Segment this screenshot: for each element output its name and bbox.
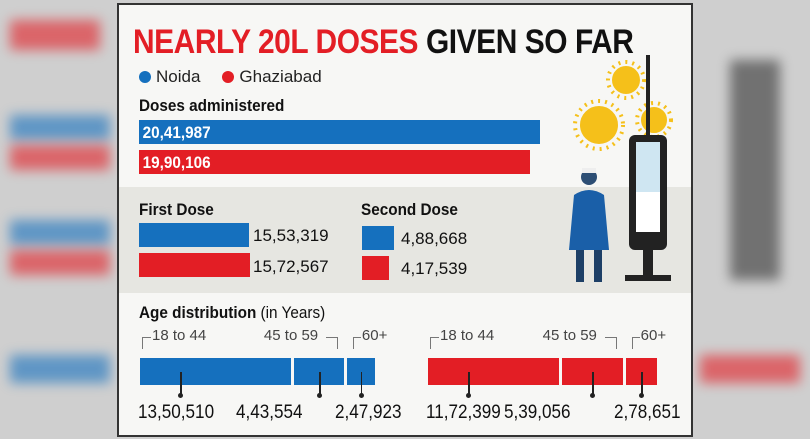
age-leader-dot	[639, 393, 645, 398]
syringe-icon	[625, 55, 671, 281]
illustration	[569, 55, 673, 282]
age-bracket	[142, 337, 151, 349]
age-bracket	[325, 337, 338, 349]
age-bar-noida-2	[346, 358, 375, 385]
age-bracket	[631, 337, 640, 349]
first-dose-noida-value: 15,53,319	[253, 226, 329, 245]
age-value-noida-0: 13,50,510	[138, 402, 215, 423]
legend-noida-swatch	[139, 71, 151, 83]
age-leader-line	[592, 372, 594, 394]
legend: Noida Ghaziabad	[139, 67, 322, 87]
age-category-label: 45 to 59	[542, 327, 597, 344]
age-bar-noida-0	[140, 358, 292, 385]
age-leader-dot	[590, 393, 596, 398]
first-dose-title: First Dose	[139, 200, 214, 219]
age-leader-dot	[358, 393, 364, 398]
age-bracket	[430, 337, 439, 349]
bar-first-dose-ghaziabad	[139, 253, 251, 277]
age-leader-dot	[466, 393, 471, 398]
bar-first-dose-noida	[139, 223, 249, 247]
first-dose-ghaziabad-value: 15,72,567	[253, 257, 329, 276]
age-bracket	[352, 337, 361, 349]
bar-second-dose-ghaziabad	[362, 256, 390, 280]
age-value-noida-1: 4,43,554	[236, 402, 303, 423]
age-category-label: 45 to 59	[263, 327, 319, 344]
age-value-noida-2: 2,47,923	[334, 402, 402, 423]
age-leader-line	[180, 372, 182, 394]
second-dose-noida-value: 4,88,668	[401, 229, 468, 248]
chart-title: NEARLY 20L DOSES GIVEN SO FAR	[133, 23, 634, 61]
age-bracket	[604, 337, 617, 349]
age-value-ghaziabad-0: 11,72,399	[426, 402, 501, 423]
bar-doses-noida: 20,41,987	[139, 120, 540, 144]
bar-doses-ghaziabad: 19,90,106	[139, 150, 530, 174]
age-bar-noida-1	[294, 358, 344, 385]
age-category-label: 18 to 44	[440, 327, 495, 344]
legend-noida: Noida	[156, 67, 201, 86]
age-bar-ghaziabad-2	[625, 358, 657, 385]
second-dose-title: Second Dose	[361, 200, 458, 219]
doses-administered-title: Doses administered	[139, 96, 285, 115]
virus-icon	[573, 60, 673, 151]
age-bar-ghaziabad-1	[562, 358, 623, 385]
age-bar-ghaziabad-0	[428, 358, 560, 385]
age-leader-line	[360, 372, 363, 394]
age-category-label: 18 to 44	[152, 327, 207, 344]
age-category-label: 60+	[640, 327, 667, 344]
age-distribution-title: Age distribution (in Years)	[139, 303, 326, 322]
age-value-ghaziabad-1: 5,39,056	[504, 402, 571, 423]
age-leader-line	[641, 372, 643, 394]
age-leader-dot	[178, 393, 183, 398]
bar-second-dose-noida	[362, 226, 394, 250]
second-dose-ghaziabad-value: 4,17,539	[401, 259, 468, 278]
age-category-label: 60+	[361, 327, 388, 344]
age-value-ghaziabad-2: 2,78,651	[613, 402, 681, 423]
age-leader-line	[468, 372, 470, 394]
infographic-card: NEARLY 20L DOSES GIVEN SO FAR Noida Ghaz…	[117, 3, 693, 437]
age-leader-line	[319, 372, 321, 394]
health-worker-icon	[569, 168, 609, 282]
legend-ghaziabad: Ghaziabad	[239, 67, 322, 86]
age-leader-dot	[317, 393, 323, 398]
legend-ghaziabad-swatch	[222, 71, 235, 83]
